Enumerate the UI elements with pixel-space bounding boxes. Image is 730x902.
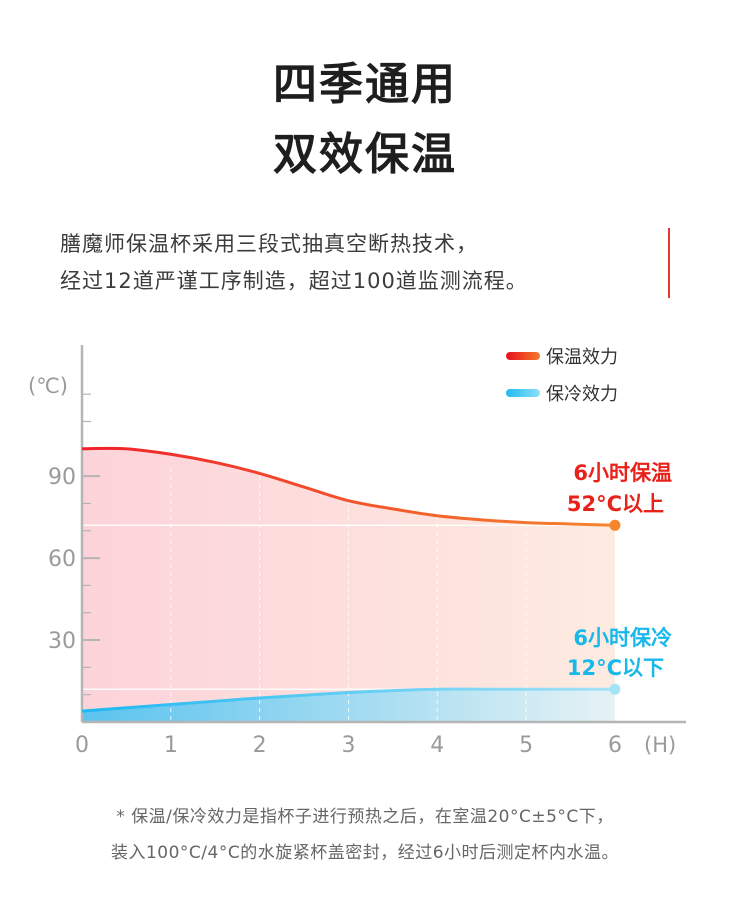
warm-end-point	[609, 519, 621, 531]
cool-annotation-line1: 6小时保冷	[573, 626, 672, 650]
footnote-line2: 装入100°C/4°C的水旋紧杯盖密封，经过6小时后测定杯内水温。	[110, 843, 620, 863]
cool-end-point	[609, 683, 621, 695]
page-title-line1: 四季通用	[273, 59, 457, 110]
accent-divider	[668, 228, 670, 298]
warm-series-line	[81, 446, 615, 527]
intro-text-line2: 经过12道严谨工序制造，超过100道监测流程。	[60, 269, 528, 293]
legend-swatch-warm	[506, 352, 540, 360]
y-tick-label: 60	[48, 547, 76, 572]
warm-annotation-line2: 52°C以上	[567, 492, 664, 516]
x-tick-label: 6	[608, 733, 622, 758]
warm-area	[82, 448, 615, 722]
legend-swatch-cool	[506, 389, 540, 397]
cool-annotation-line2: 12°C以下	[567, 656, 664, 680]
x-tick-label: 5	[519, 733, 533, 758]
y-axis-unit: (℃)	[28, 374, 68, 398]
y-tick-label: 30	[48, 629, 76, 654]
x-tick-label: 3	[341, 733, 355, 758]
footnote-line1: * 保温/保冷效力是指杯子进行预热之后，在室温20°C±5°C下，	[116, 807, 614, 827]
x-tick-label: 0	[75, 733, 89, 758]
page-title-line2: 双效保温	[273, 129, 457, 180]
x-tick-label: 1	[164, 733, 178, 758]
x-tick-label: 2	[253, 733, 267, 758]
legend-label-cool: 保冷效力	[546, 384, 618, 405]
intro-text-line1: 膳魔师保温杯采用三段式抽真空断热技术，	[60, 232, 478, 256]
x-tick-label: 4	[430, 733, 444, 758]
x-axis-unit: (H)	[644, 733, 676, 757]
warm-annotation-line1: 6小时保温	[573, 461, 672, 485]
cool-series-line	[81, 687, 615, 713]
y-tick-label: 90	[48, 465, 76, 490]
legend-label-warm: 保温效力	[546, 347, 618, 368]
cool-area	[82, 689, 615, 722]
